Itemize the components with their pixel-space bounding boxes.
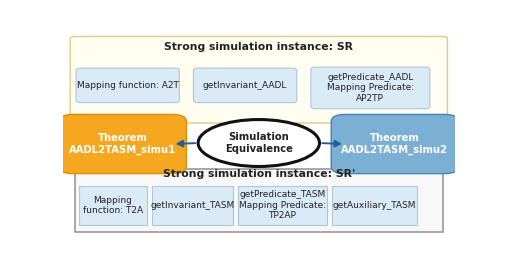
Text: Mapping
function: T2A: Mapping function: T2A xyxy=(83,196,143,215)
Text: getPredicate_TASM
Mapping Predicate:
TP2AP: getPredicate_TASM Mapping Predicate: TP2… xyxy=(239,190,326,220)
Text: Simulation
Equivalence: Simulation Equivalence xyxy=(225,132,293,154)
Text: getInvariant_TASM: getInvariant_TASM xyxy=(150,201,235,210)
Text: Theorem
AADL2TASM_simu2: Theorem AADL2TASM_simu2 xyxy=(341,133,448,155)
FancyBboxPatch shape xyxy=(193,68,297,103)
FancyBboxPatch shape xyxy=(153,186,233,225)
FancyBboxPatch shape xyxy=(75,169,443,232)
FancyBboxPatch shape xyxy=(59,114,186,174)
FancyBboxPatch shape xyxy=(331,114,459,174)
FancyBboxPatch shape xyxy=(311,67,430,109)
Text: Strong simulation instance: SR: Strong simulation instance: SR xyxy=(164,42,354,52)
FancyBboxPatch shape xyxy=(332,186,417,225)
Ellipse shape xyxy=(198,120,320,166)
Text: Strong simulation instance: SR': Strong simulation instance: SR' xyxy=(163,169,355,179)
FancyBboxPatch shape xyxy=(76,68,179,103)
Text: getAuxiliary_TASM: getAuxiliary_TASM xyxy=(333,201,416,210)
Text: getInvariant_AADL: getInvariant_AADL xyxy=(203,81,287,90)
Text: Mapping function: A2T: Mapping function: A2T xyxy=(77,81,179,90)
Text: Theorem
AADL2TASM_simu1: Theorem AADL2TASM_simu1 xyxy=(69,133,176,155)
FancyBboxPatch shape xyxy=(79,186,147,225)
FancyBboxPatch shape xyxy=(238,186,327,225)
Text: getPredicate_AADL
Mapping Predicate:
AP2TP: getPredicate_AADL Mapping Predicate: AP2… xyxy=(327,73,414,103)
FancyBboxPatch shape xyxy=(70,37,447,123)
